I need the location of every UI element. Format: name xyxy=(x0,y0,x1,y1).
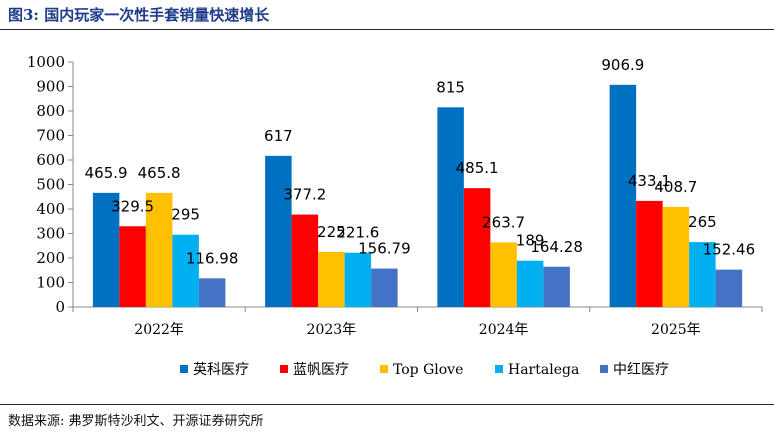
data-label: 263.7 xyxy=(482,213,525,231)
x-category-label: 2024年 xyxy=(479,322,529,338)
data-label: 617 xyxy=(264,127,293,145)
legend-swatch xyxy=(495,365,503,373)
data-label: 465.8 xyxy=(138,164,181,182)
y-tick-label: 800 xyxy=(36,102,65,120)
data-label: 225 xyxy=(317,223,346,241)
chart-axes: 0 100 200 300 400 500 600 700 800 900 1000 2022年 202… xyxy=(27,53,763,338)
title-divider xyxy=(0,29,774,30)
bar xyxy=(265,155,292,307)
legend-swatch xyxy=(280,365,288,373)
source-note: 数据来源: 弗罗斯特沙利文、开源证券研究所 xyxy=(8,414,264,429)
bar xyxy=(463,188,491,307)
legend-label: Hartalega xyxy=(508,362,579,378)
bar xyxy=(145,192,173,307)
chart-bars xyxy=(92,84,743,307)
legend-label: 英科医疗 xyxy=(193,361,249,378)
bar xyxy=(318,251,345,307)
source-divider xyxy=(0,404,774,405)
bar xyxy=(291,214,319,307)
y-tick-label: 600 xyxy=(36,151,65,169)
data-label: 152.46 xyxy=(703,241,756,259)
data-label: 221.6 xyxy=(336,224,379,242)
y-tick-label: 300 xyxy=(36,225,65,243)
y-tick-label: 700 xyxy=(36,127,65,145)
legend-swatch xyxy=(380,365,388,373)
data-label: 485.1 xyxy=(456,159,499,177)
chart-data-labels: 465.9 329.5 465.8 295 116.98 617 377.2 225221.6… xyxy=(85,56,755,268)
data-label: 408.7 xyxy=(654,178,697,196)
legend-swatch xyxy=(600,365,608,373)
y-tick-label: 100 xyxy=(36,274,65,292)
y-tick-label: 900 xyxy=(36,78,65,96)
y-tick-label: 1000 xyxy=(27,53,65,71)
data-label: 433.1 xyxy=(628,172,671,190)
legend-label: 中红医疗 xyxy=(613,362,669,378)
bar xyxy=(198,278,226,307)
bar xyxy=(92,192,120,307)
data-label: 815 xyxy=(436,78,465,96)
y-tick-label: 500 xyxy=(36,176,65,194)
data-label: 156.79 xyxy=(358,240,411,258)
data-label: 189 xyxy=(516,232,545,250)
bar xyxy=(715,269,743,307)
figure-title: 图3: 国内玩家一次性手套销量快速增长 xyxy=(8,6,270,24)
y-tick-label: 400 xyxy=(36,200,65,218)
bar xyxy=(662,206,690,307)
data-label: 329.5 xyxy=(111,197,154,215)
data-label: 265 xyxy=(688,213,717,231)
data-label: 295 xyxy=(171,206,200,224)
data-label: 465.9 xyxy=(85,164,128,182)
x-category-label: 2022年 xyxy=(134,322,184,338)
bar xyxy=(437,107,464,307)
data-label: 906.9 xyxy=(601,56,644,74)
bar xyxy=(689,242,716,307)
bar xyxy=(543,266,570,307)
bar xyxy=(344,252,372,307)
bar xyxy=(371,268,398,307)
x-category-label: 2025年 xyxy=(651,322,701,338)
chart-legend: 英科医疗 蓝帆医疗 Top Glove Hartalega 中红医疗 xyxy=(180,361,669,378)
bar xyxy=(490,242,517,307)
x-category-label: 2023年 xyxy=(307,322,357,338)
bar xyxy=(172,234,199,307)
bar xyxy=(636,200,663,307)
legend-label: Top Glove xyxy=(393,362,463,378)
bar xyxy=(609,84,637,307)
data-label: 164.28 xyxy=(530,238,583,256)
data-label: 116.98 xyxy=(186,249,239,267)
legend-swatch xyxy=(180,365,188,373)
data-label: 377.2 xyxy=(283,186,326,204)
y-tick-label: 0 xyxy=(55,298,65,316)
bar xyxy=(516,260,544,307)
legend-label: 蓝帆医疗 xyxy=(293,362,349,378)
bar-chart: 0 100 200 300 400 500 600 700 800 900 1000 2022年 202… xyxy=(27,53,763,378)
y-tick-label: 200 xyxy=(36,249,65,267)
bar xyxy=(119,226,146,307)
